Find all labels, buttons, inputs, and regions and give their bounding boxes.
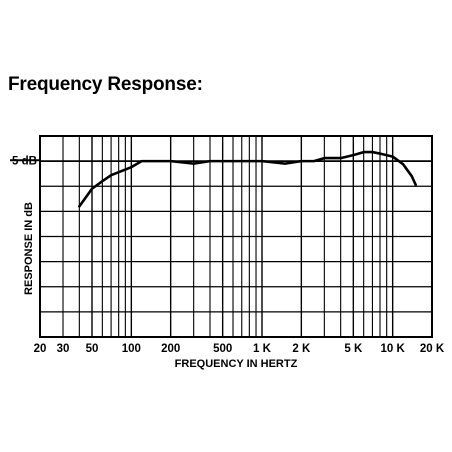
x-tick-label: 20 K	[420, 343, 445, 355]
x-tick-label: 100	[122, 343, 141, 355]
x-tick-label: 20	[34, 343, 47, 355]
x-tick-label: 50	[86, 343, 99, 355]
x-tick-label: 500	[213, 343, 232, 355]
x-tick-label: 5 K	[344, 343, 363, 355]
y-reference-label: 5 dB	[12, 156, 37, 168]
x-axis-title: FREQUENCY IN HERTZ	[175, 358, 298, 370]
x-tick-label: 1 K	[253, 343, 272, 355]
x-tick-label: 10 K	[381, 343, 406, 355]
x-tick-label: 200	[161, 343, 180, 355]
response-curve	[78, 150, 417, 208]
plot-border	[39, 135, 433, 338]
x-tick-label: 30	[57, 343, 70, 355]
x-tick-labels: 20 30 50 100 200 500 1 K 2 K 5 K 10 K 20 K	[34, 343, 445, 355]
chart-title: Frequency Response:	[8, 74, 203, 95]
x-tick-label: 2 K	[292, 343, 311, 355]
y-axis-title: RESPONSE IN dB	[23, 202, 35, 295]
